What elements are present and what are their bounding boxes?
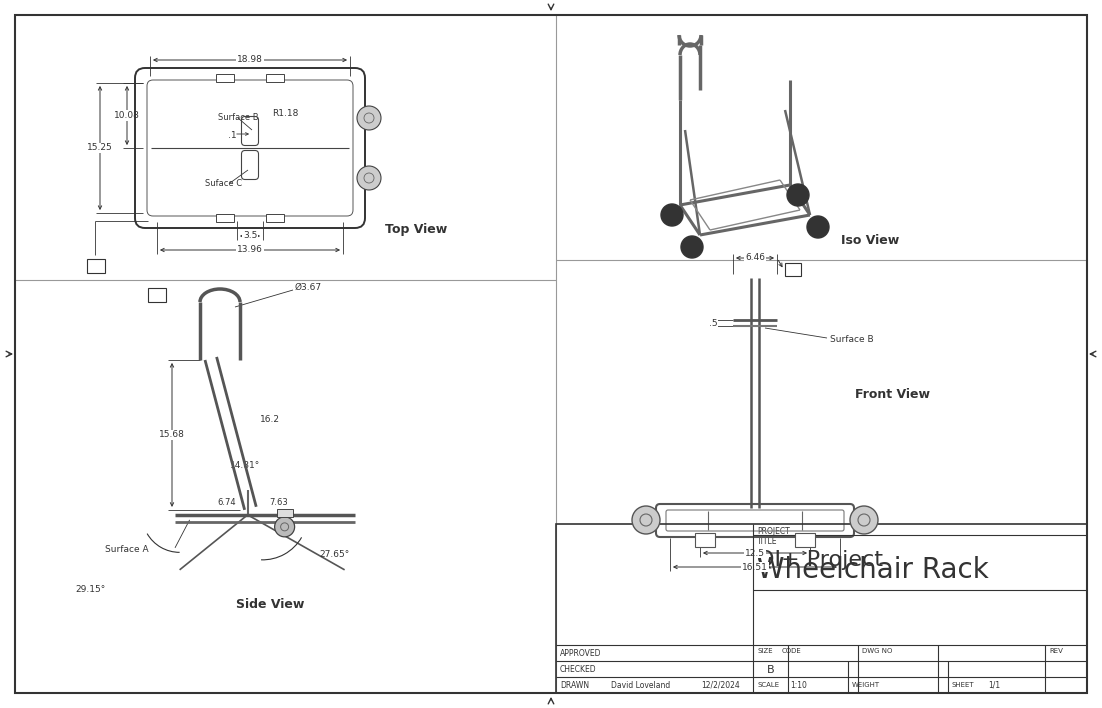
Text: DWG NO: DWG NO xyxy=(862,648,893,654)
Text: B: B xyxy=(153,291,161,301)
Text: 15.25: 15.25 xyxy=(87,144,112,152)
Text: PROJECT: PROJECT xyxy=(757,527,790,537)
Text: 27.65°: 27.65° xyxy=(320,550,349,559)
Text: CODE: CODE xyxy=(782,648,802,654)
Bar xyxy=(795,533,815,547)
Text: 6.46: 6.46 xyxy=(745,253,765,263)
Text: 14.81°: 14.81° xyxy=(230,460,260,469)
Circle shape xyxy=(807,216,829,238)
Text: Surface B: Surface B xyxy=(218,113,259,122)
Text: 1/1: 1/1 xyxy=(988,680,1001,690)
Text: R1.18: R1.18 xyxy=(272,108,299,118)
Text: APPROVED: APPROVED xyxy=(560,649,602,658)
Text: 6.74: 6.74 xyxy=(217,498,236,508)
Circle shape xyxy=(787,184,809,206)
Text: 29.15°: 29.15° xyxy=(75,586,106,594)
Text: 18.98: 18.98 xyxy=(237,55,263,64)
Text: Suface C: Suface C xyxy=(205,178,242,188)
Bar xyxy=(216,74,234,82)
Circle shape xyxy=(633,506,660,534)
Text: C: C xyxy=(789,265,797,275)
Text: 15.68: 15.68 xyxy=(159,430,185,440)
Text: Surface B: Surface B xyxy=(830,336,874,345)
Bar xyxy=(216,214,234,222)
Text: WEIGHT: WEIGHT xyxy=(852,682,880,688)
Text: 3.5: 3.5 xyxy=(242,232,257,241)
Circle shape xyxy=(357,166,381,190)
Circle shape xyxy=(850,506,878,534)
Text: 12.5: 12.5 xyxy=(745,549,765,557)
Bar xyxy=(266,74,284,82)
Bar xyxy=(785,263,801,276)
Bar xyxy=(148,288,166,302)
Bar xyxy=(266,214,284,222)
Text: SCALE: SCALE xyxy=(757,682,779,688)
Text: Iso View: Iso View xyxy=(841,234,899,246)
Bar xyxy=(277,509,293,517)
Text: B: B xyxy=(767,665,775,675)
Text: David Loveland: David Loveland xyxy=(611,680,670,690)
Bar xyxy=(695,533,715,547)
Circle shape xyxy=(357,106,381,130)
Circle shape xyxy=(661,204,683,226)
Text: 13.96: 13.96 xyxy=(237,246,263,254)
Text: Surface A: Surface A xyxy=(105,545,149,554)
Bar xyxy=(557,524,1087,693)
Circle shape xyxy=(274,517,294,537)
Text: 16.2: 16.2 xyxy=(260,416,280,425)
Text: Side View: Side View xyxy=(236,598,304,611)
Text: .1: .1 xyxy=(228,132,237,140)
Text: REV: REV xyxy=(1049,648,1062,654)
Text: .5: .5 xyxy=(709,319,717,328)
Text: 16.51: 16.51 xyxy=(742,562,768,571)
Text: 10.08: 10.08 xyxy=(115,111,140,120)
Circle shape xyxy=(681,236,703,258)
Text: Top View: Top View xyxy=(385,224,447,236)
Text: 12/2/2024: 12/2/2024 xyxy=(701,680,739,690)
Text: 7.63: 7.63 xyxy=(270,498,289,508)
Text: TITLE: TITLE xyxy=(757,537,778,547)
Text: Front View: Front View xyxy=(855,389,930,401)
Bar xyxy=(87,259,105,273)
Text: Ø3.67: Ø3.67 xyxy=(295,282,322,292)
Text: SHEET: SHEET xyxy=(952,682,974,688)
Text: SIZE: SIZE xyxy=(757,648,773,654)
Text: QI+ Project: QI+ Project xyxy=(757,550,883,570)
Text: CHECKED: CHECKED xyxy=(560,665,596,673)
Text: 1:10: 1:10 xyxy=(790,680,807,690)
Text: Wheelchair Rack: Wheelchair Rack xyxy=(757,556,988,584)
Text: A: A xyxy=(91,261,99,271)
Text: DRAWN: DRAWN xyxy=(560,680,590,690)
